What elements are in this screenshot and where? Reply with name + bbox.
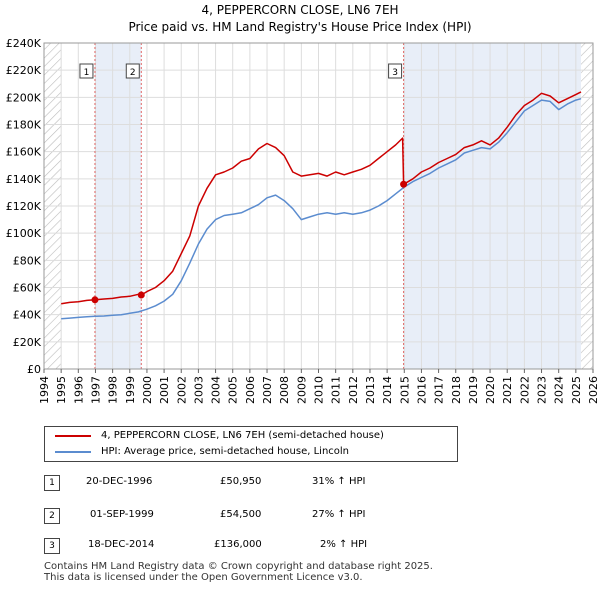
x-tick-label: 1998 (107, 376, 120, 404)
y-tick-label: £100K (6, 227, 42, 240)
sale-date: 20-DEC-1996 (86, 476, 153, 487)
x-tick-label: 1999 (124, 376, 137, 404)
x-tick-label: 2021 (501, 376, 514, 404)
x-tick-label: 2015 (398, 376, 411, 404)
chart-subtitle: Price paid vs. HM Land Registry's House … (128, 20, 471, 34)
x-tick-label: 2016 (415, 376, 428, 404)
x-tick-label: 1997 (89, 376, 102, 404)
sale-price: £136,000 (214, 539, 262, 550)
y-tick-label: £80K (13, 254, 42, 267)
sale-number: 2 (44, 508, 60, 524)
y-tick-label: £40K (13, 309, 42, 322)
x-tick-label: 2017 (433, 376, 446, 404)
y-tick-label: £200K (6, 91, 42, 104)
x-tick-label: 2003 (192, 376, 205, 404)
sale-price: £54,500 (220, 509, 262, 520)
x-tick-label: 2012 (347, 376, 360, 404)
sale-row: 1 20-DEC-1996 £50,950 31% ↑ HPI (44, 475, 464, 491)
x-tick-label: 1994 (38, 376, 51, 404)
x-tick-label: 2006 (244, 376, 257, 404)
footer-line: Contains HM Land Registry data © Crown c… (44, 561, 433, 572)
marker-number: 3 (392, 68, 398, 78)
legend-label-property: 4, PEPPERCORN CLOSE, LN6 7EH (semi-detac… (101, 430, 384, 441)
y-tick-label: £180K (6, 119, 42, 132)
x-tick-label: 1995 (55, 376, 68, 404)
legend-swatch-blue (55, 450, 91, 453)
sale-hpi: 27% ↑ HPI (312, 509, 366, 520)
y-tick-label: £160K (6, 146, 42, 159)
x-tick-label: 2009 (295, 376, 308, 404)
x-tick-label: 2023 (536, 376, 549, 404)
x-tick-label: 2010 (313, 376, 326, 404)
y-tick-label: £140K (6, 173, 42, 186)
sale-point (137, 291, 145, 299)
x-tick-label: 2002 (175, 376, 188, 404)
y-tick-label: £20K (13, 336, 42, 349)
marker-number: 2 (130, 68, 136, 78)
legend-item-property: 4, PEPPERCORN CLOSE, LN6 7EH (semi-detac… (55, 430, 384, 441)
y-tick-label: £0 (27, 363, 41, 376)
legend-swatch-red (55, 434, 91, 437)
x-tick-label: 1996 (72, 376, 85, 404)
sale-row: 2 01-SEP-1999 £54,500 27% ↑ HPI (44, 508, 464, 524)
series-line-hpi (61, 97, 582, 320)
marker-box (388, 63, 403, 79)
x-tick-label: 2007 (261, 376, 274, 404)
x-tick-label: 2018 (450, 376, 463, 404)
x-tick-label: 2025 (570, 376, 583, 404)
marker-number: 1 (84, 68, 90, 78)
sale-hpi: 31% ↑ HPI (312, 476, 366, 487)
legend-item-hpi: HPI: Average price, semi-detached house,… (55, 446, 349, 457)
chart-title: 4, PEPPERCORN CLOSE, LN6 7EH (201, 3, 398, 17)
legend-label-hpi: HPI: Average price, semi-detached house,… (101, 446, 350, 457)
footer-line: This data is licensed under the Open Gov… (44, 572, 363, 583)
x-tick-label: 2026 (587, 376, 600, 404)
x-tick-label: 2014 (381, 376, 394, 404)
y-tick-label: £60K (13, 282, 42, 295)
sale-point (400, 180, 408, 188)
y-tick-label: £240K (6, 37, 42, 50)
chart-svg: 4, PEPPERCORN CLOSE, LN6 7EH Price paid … (6, 3, 600, 404)
x-tick-label: 2001 (158, 376, 171, 404)
sale-hpi: 2% ↑ HPI (320, 539, 368, 550)
sale-number: 3 (44, 538, 60, 554)
sale-price: £50,950 (220, 476, 262, 487)
y-tick-label: £120K (6, 200, 42, 213)
sale-date: 01-SEP-1999 (90, 509, 154, 520)
sale-date: 18-DEC-2014 (88, 539, 155, 550)
x-tick-label: 2013 (364, 376, 377, 404)
x-tick-label: 2022 (518, 376, 531, 404)
x-tick-label: 2019 (467, 376, 480, 404)
legend: 4, PEPPERCORN CLOSE, LN6 7EH (semi-detac… (44, 426, 458, 462)
sale-number: 1 (44, 475, 60, 491)
marker-box (125, 63, 140, 79)
x-tick-label: 2004 (210, 376, 223, 404)
y-tick-label: £220K (6, 64, 42, 77)
x-tick-label: 2011 (330, 376, 343, 404)
sale-row: 3 18-DEC-2014 £136,000 2% ↑ HPI (44, 538, 464, 554)
x-tick-label: 2020 (484, 376, 497, 404)
x-tick-label: 2008 (278, 376, 291, 404)
x-tick-label: 2024 (553, 376, 566, 404)
x-tick-label: 2005 (227, 376, 240, 404)
footer: Contains HM Land Registry data © Crown c… (44, 561, 433, 583)
sale-point (91, 296, 99, 304)
marker-box (79, 63, 94, 79)
x-tick-label: 2000 (141, 376, 154, 404)
